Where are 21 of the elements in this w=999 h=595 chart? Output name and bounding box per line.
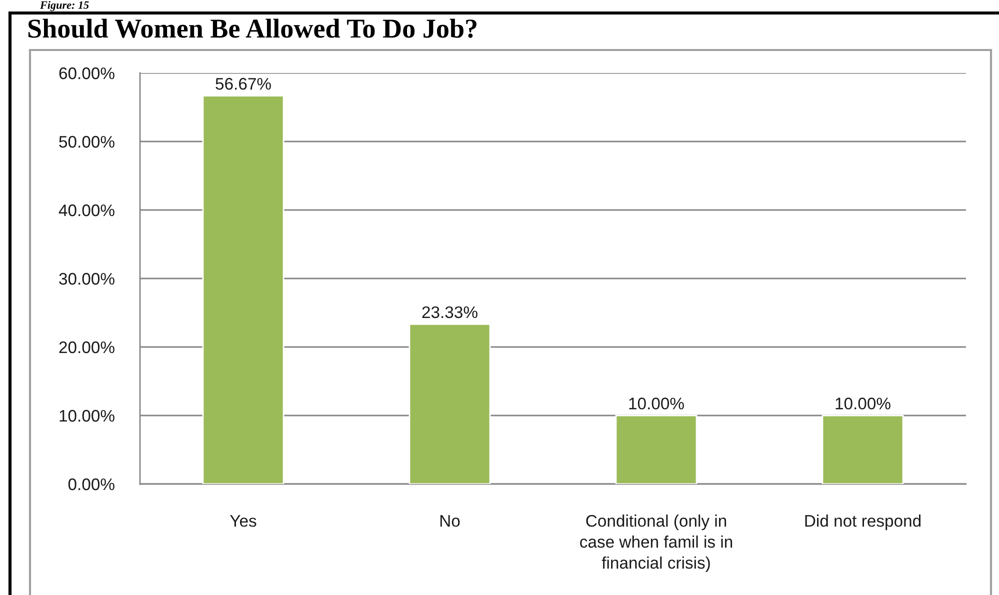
chart-title: Should Women Be Allowed To Do Job? [28, 18, 476, 38]
y-tick-label: 10.00% [60, 410, 114, 422]
y-tick-label: 0.00% [68, 478, 114, 490]
data-label: 10.00% [629, 398, 684, 410]
bar [615, 414, 698, 484]
x-tick-label: Did not respond [805, 514, 921, 530]
text: Figure: 15 [40, 1, 89, 12]
x-tick-label: Yes [230, 515, 256, 527]
data-label: 56.67% [216, 78, 271, 90]
y-tick-label: 40.00% [58, 204, 114, 216]
y-tick-label: 50.00% [59, 136, 114, 148]
bar [408, 323, 491, 484]
data-label: 10.00% [836, 398, 890, 410]
x-tick-label: Conditional (only in case when famil is in financial crisis) [580, 514, 732, 572]
y-tick-label: 60.00% [59, 67, 114, 80]
x-tick-label: No [440, 515, 460, 527]
bar [822, 414, 904, 484]
data-label: 23.33% [422, 306, 478, 318]
y-tick-label: 20.00% [59, 341, 114, 354]
bar [202, 95, 284, 484]
y-tick-label: 30.00% [59, 272, 114, 285]
